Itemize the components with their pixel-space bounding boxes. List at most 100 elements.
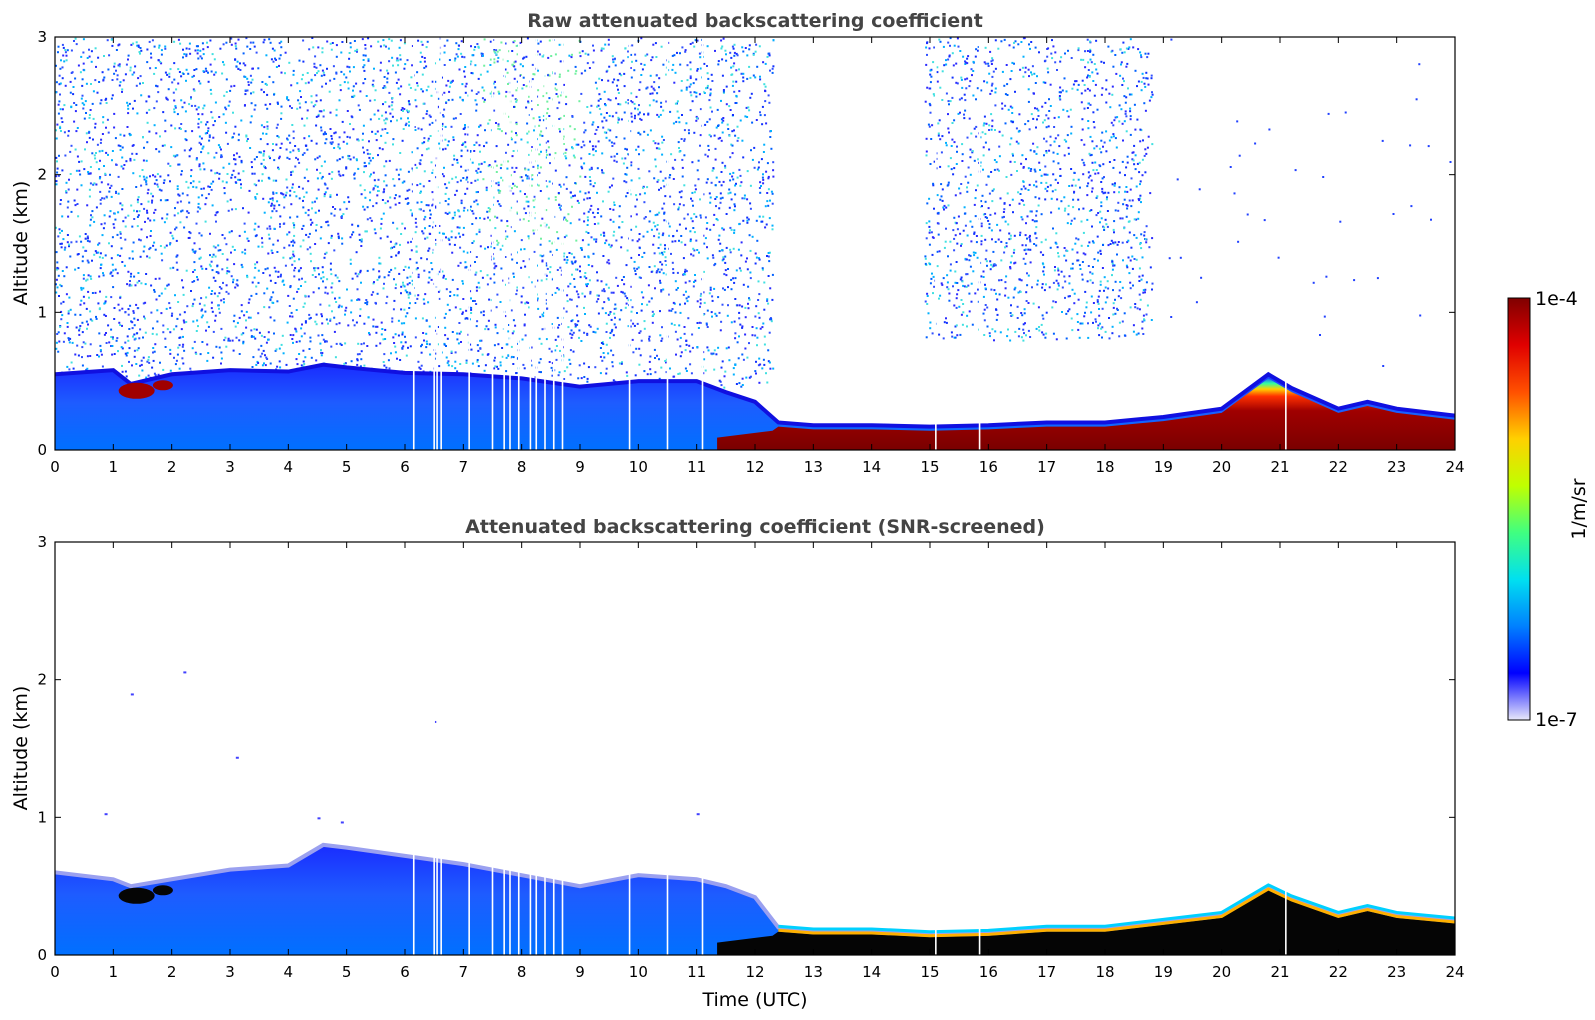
noise-pixel bbox=[513, 170, 516, 173]
noise-pixel bbox=[429, 353, 432, 356]
noise-pixel bbox=[149, 175, 151, 178]
noise-pixel bbox=[105, 97, 108, 100]
noise-pixel bbox=[135, 186, 138, 188]
noise-pixel bbox=[408, 121, 410, 123]
noise-pixel bbox=[555, 358, 558, 361]
noise-pixel bbox=[580, 157, 583, 160]
noise-pixel bbox=[123, 164, 126, 166]
noise-pixel bbox=[586, 216, 589, 219]
noise-pixel bbox=[445, 186, 448, 189]
noise-pixel bbox=[255, 292, 258, 295]
noise-pixel bbox=[635, 194, 638, 197]
noise-pixel bbox=[570, 252, 573, 255]
noise-pixel bbox=[379, 45, 382, 48]
noise-pixel bbox=[211, 256, 214, 258]
noise-pixel bbox=[711, 80, 714, 82]
noise-pixel bbox=[472, 240, 475, 243]
noise-pixel bbox=[62, 46, 65, 49]
noise-pixel bbox=[193, 251, 196, 254]
noise-pixel bbox=[80, 299, 83, 302]
noise-pixel bbox=[145, 183, 148, 186]
noise-pixel bbox=[124, 311, 127, 313]
noise-pixel bbox=[87, 274, 90, 277]
noise-pixel bbox=[164, 130, 167, 133]
noise-pixel bbox=[651, 310, 654, 313]
noise-pixel bbox=[758, 161, 760, 164]
noise-pixel bbox=[630, 256, 633, 259]
noise-pixel bbox=[355, 158, 358, 160]
noise-pixel bbox=[754, 50, 757, 53]
noise-pixel bbox=[737, 357, 740, 360]
noise-pixel bbox=[641, 303, 643, 306]
noise-pixel bbox=[193, 242, 196, 245]
noise-pixel bbox=[116, 254, 119, 257]
noise-pixel bbox=[493, 61, 496, 64]
noise-pixel bbox=[116, 337, 119, 340]
noise-pixel bbox=[105, 126, 107, 129]
noise-pixel bbox=[456, 288, 459, 291]
noise-pixel bbox=[101, 71, 104, 74]
noise-pixel bbox=[454, 367, 457, 370]
noise-pixel bbox=[602, 352, 605, 354]
noise-pixel bbox=[82, 51, 85, 54]
noise-pixel bbox=[739, 174, 742, 177]
noise-pixel bbox=[115, 69, 117, 72]
noise-pixel bbox=[158, 46, 160, 49]
noise-pixel bbox=[574, 323, 577, 326]
noise-pixel bbox=[742, 50, 745, 53]
noise-pixel bbox=[335, 114, 338, 117]
noise-pixel bbox=[512, 150, 515, 152]
noise-pixel bbox=[740, 181, 743, 184]
noise-pixel bbox=[742, 80, 745, 83]
noise-pixel bbox=[253, 172, 256, 175]
noise-pixel bbox=[129, 280, 131, 282]
noise-pixel bbox=[177, 346, 180, 349]
noise-pixel bbox=[407, 296, 410, 299]
noise-pixel bbox=[525, 85, 528, 88]
noise-pixel bbox=[252, 91, 255, 94]
noise-pixel bbox=[249, 147, 252, 149]
noise-pixel bbox=[709, 94, 712, 97]
noise-pixel bbox=[368, 175, 371, 178]
noise-pixel bbox=[524, 193, 526, 195]
noise-pixel bbox=[377, 178, 380, 181]
noise-pixel bbox=[719, 380, 722, 383]
noise-pixel bbox=[567, 213, 570, 216]
noise-pixel bbox=[110, 296, 113, 299]
noise-pixel bbox=[77, 354, 80, 357]
noise-pixel bbox=[689, 350, 692, 353]
noise-pixel bbox=[216, 295, 219, 298]
noise-pixel bbox=[127, 339, 130, 342]
noise-pixel bbox=[596, 279, 599, 282]
noise-pixel bbox=[104, 172, 107, 175]
noise-pixel bbox=[296, 82, 299, 85]
noise-pixel bbox=[646, 186, 649, 189]
noise-pixel bbox=[280, 273, 282, 276]
noise-pixel bbox=[112, 223, 115, 226]
noise-pixel bbox=[469, 150, 472, 152]
noise-pixel bbox=[742, 72, 745, 75]
noise-pixel bbox=[677, 206, 680, 209]
noise-pixel bbox=[292, 341, 294, 344]
noise-pixel bbox=[299, 106, 302, 109]
noise-pixel bbox=[383, 165, 386, 168]
noise-pixel bbox=[416, 147, 419, 150]
noise-pixel bbox=[121, 208, 124, 211]
noise-pixel bbox=[587, 256, 590, 259]
noise-pixel bbox=[510, 138, 513, 141]
noise-pixel bbox=[234, 181, 237, 184]
noise-pixel bbox=[489, 58, 492, 61]
noise-pixel bbox=[734, 193, 737, 196]
noise-pixel bbox=[168, 302, 171, 305]
noise-pixel bbox=[472, 300, 474, 302]
noise-pixel bbox=[160, 292, 163, 295]
noise-pixel bbox=[160, 189, 163, 192]
noise-pixel bbox=[540, 279, 543, 282]
noise-pixel bbox=[113, 65, 116, 68]
noise-pixel bbox=[250, 329, 253, 332]
noise-pixel bbox=[290, 107, 293, 109]
noise-pixel bbox=[304, 294, 307, 297]
noise-pixel bbox=[263, 306, 266, 309]
noise-pixel bbox=[465, 317, 468, 320]
noise-pixel bbox=[370, 173, 372, 176]
